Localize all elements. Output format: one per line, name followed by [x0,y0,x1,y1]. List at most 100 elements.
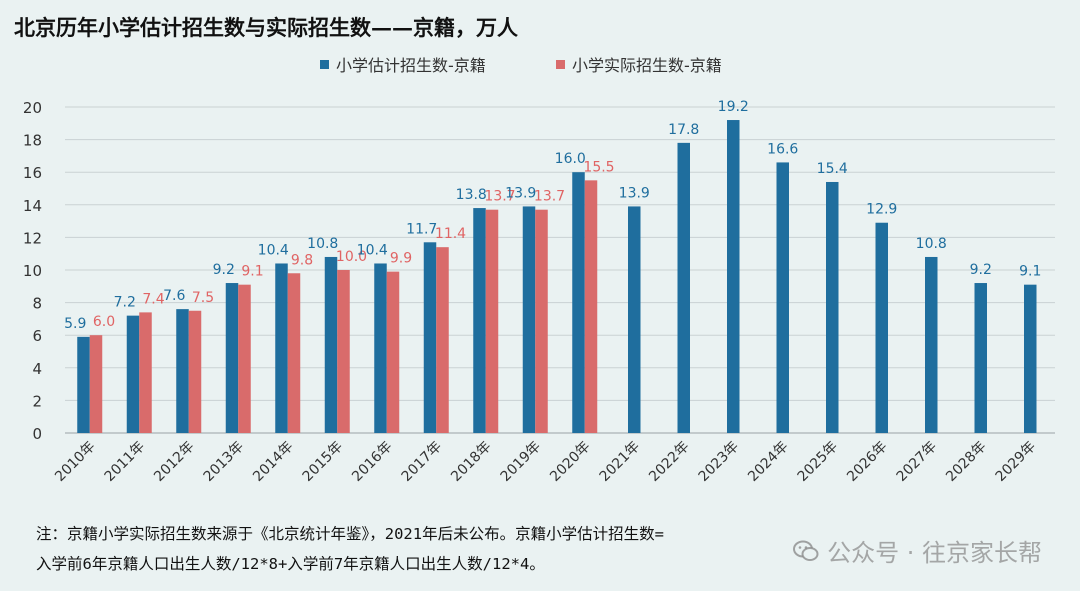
data-label-actual: 13.7 [484,189,515,205]
x-tick-label: 2027年 [894,439,940,485]
data-label-actual: 7.4 [142,291,164,307]
data-label-estimated: 10.8 [916,236,947,252]
x-tick-label: 2016年 [349,439,395,485]
x-tick-label: 2011年 [102,439,148,485]
data-label-actual: 10.0 [336,249,367,265]
bar-estimated [776,162,789,434]
bar-estimated [522,206,536,433]
y-tick-label: 18 [23,132,42,150]
x-tick-label: 2026年 [844,439,890,485]
bar-estimated [572,172,585,433]
y-tick-label: 16 [23,164,42,182]
bar-estimated [176,309,189,433]
bar-estimated [925,256,938,433]
chart-title: 北京历年小学估计招生数与实际招生数——京籍，万人 [14,15,518,40]
bar-estimated [974,283,987,433]
x-tick-label: 2018年 [448,439,494,485]
bar-chart: 0 2 4 6 8 10 12 14 16 18 20 5.9 6.0 7.2 7.47.6 7.5 9.2 9… [23,56,1055,485]
bar-actual [287,273,301,433]
watermark: 公众号 · 往京家长帮 [793,533,1042,568]
y-tick-label: 12 [23,229,42,247]
data-label-actual: 13.7 [534,189,565,205]
y-tick-label: 6 [32,327,42,345]
watermark-text: 公众号 · 往京家长帮 [827,539,1042,567]
bar-actual [485,209,499,433]
y-tick-label: 2 [32,392,42,410]
x-axis: 2010年 2011年 2012年 2013年 2014年 2015年 2016年 2017年… [52,439,1039,485]
x-tick-label: 2012年 [151,439,197,485]
bar-estimated [1024,284,1037,433]
data-label-estimated: 10.8 [307,236,338,252]
data-label-estimated: 13.8 [456,187,487,203]
legend: 小学估计招生数-京籍 小学实际招生数-京籍 [320,56,722,75]
data-label-estimated: 9.2 [213,262,235,278]
data-label-estimated: 9.2 [970,262,992,278]
y-tick-label: 20 [23,99,42,117]
bar-estimated [374,263,387,433]
y-tick-label: 0 [32,425,42,443]
bar-actual [386,271,400,433]
data-label-actual: 7.5 [192,290,214,306]
data-label-estimated: 16.0 [555,151,586,167]
data-label-estimated: 17.8 [668,122,699,138]
bar-actual [337,270,350,433]
x-tick-label: 2029年 [993,439,1039,485]
legend-swatch [320,60,329,69]
x-tick-label: 2022年 [646,439,692,485]
x-tick-label: 2023年 [696,439,742,485]
y-axis: 0 2 4 6 8 10 12 14 16 18 20 [23,99,42,443]
data-label-estimated: 12.9 [866,202,897,218]
bar-actual [188,310,202,433]
bar-estimated [324,256,338,433]
bar-actual [584,180,598,433]
data-label-actual: 15.5 [583,159,614,175]
legend-label: 小学实际招生数-京籍 [572,56,722,75]
data-label-estimated: 13.9 [505,185,536,201]
bar-estimated [77,336,90,433]
data-label-actual: 6.0 [93,314,115,330]
bar-actual [139,312,152,433]
data-label-actual: 9.9 [390,251,412,267]
bar-estimated [473,208,486,433]
bar-estimated [275,263,288,433]
y-tick-label: 4 [32,360,42,378]
bar-actual [436,247,449,433]
bar-actual [89,335,103,433]
data-label-estimated: 9.1 [1019,264,1041,280]
y-tick-label: 14 [23,197,42,215]
x-tick-label: 2024年 [745,439,791,485]
data-label-estimated: 5.9 [64,316,86,332]
y-tick-label: 8 [32,295,42,313]
bars [77,120,1037,434]
data-labels: 5.9 6.07.2 7.47.6 7.59.2 9.110.49.810.810.01… [64,99,1041,332]
bar-estimated [126,315,140,433]
data-label-estimated: 10.4 [258,242,289,258]
x-tick-label: 2013年 [201,439,247,485]
legend-label: 小学估计招生数-京籍 [336,56,486,75]
data-label-estimated: 7.6 [163,288,185,304]
x-tick-label: 2019年 [498,439,544,485]
legend-swatch [556,60,565,69]
footnote-line-2: 入学前6年京籍人口出生人数/12*8+入学前7年京籍人口出生人数/12*4。 [36,555,545,573]
x-tick-label: 2017年 [399,439,445,485]
x-tick-label: 2010年 [52,439,98,485]
x-tick-label: 2021年 [597,439,643,485]
footnote-line-1: 注：京籍小学实际招生数来源于《北京统计年鉴》，2021年后未公布。京籍小学估计招… [36,525,664,543]
y-tick-label: 10 [23,262,42,280]
bar-actual [535,209,548,433]
data-label-actual: 9.8 [291,252,313,268]
bar-estimated [423,242,437,433]
data-label-estimated: 7.2 [114,295,136,311]
x-tick-label: 2020年 [547,439,593,485]
data-label-estimated: 16.6 [767,141,798,157]
x-tick-label: 2025年 [795,439,841,485]
data-label-estimated: 11.7 [406,221,437,237]
data-label-estimated: 15.4 [817,161,848,177]
bar-estimated [875,222,888,433]
bar-estimated [826,181,839,433]
bar-estimated [727,120,740,433]
data-label-actual: 11.4 [435,226,466,242]
bar-estimated [628,206,641,433]
bar-estimated [677,142,690,434]
x-tick-label: 2014年 [250,439,296,485]
